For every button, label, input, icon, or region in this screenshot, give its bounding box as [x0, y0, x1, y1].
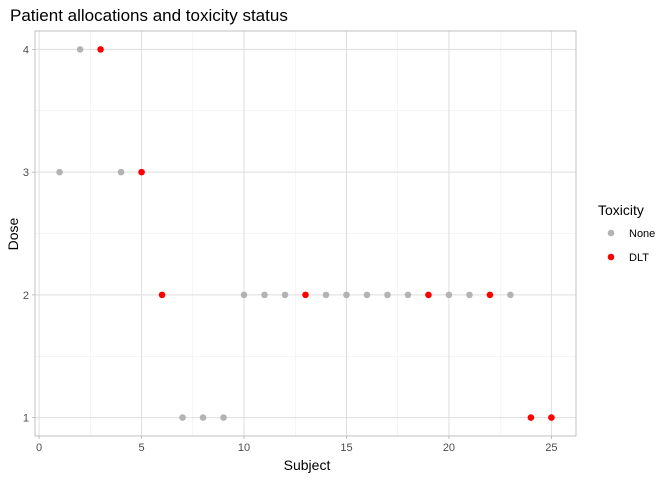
- dlt-point: [97, 46, 104, 53]
- none-point: [404, 291, 412, 299]
- x-tick-label: 25: [545, 442, 557, 454]
- dlt-point: [158, 291, 166, 299]
- none-point: [507, 291, 514, 299]
- none-point: [220, 414, 227, 421]
- none-point: [281, 291, 289, 299]
- none-point: [76, 46, 84, 53]
- data-points: [56, 46, 555, 421]
- panel-border: [34, 30, 577, 437]
- x-tick-label: 10: [238, 442, 250, 454]
- y-tick-label: 1: [23, 413, 29, 425]
- none-point: [117, 168, 125, 176]
- none-point: [343, 291, 350, 299]
- legend-label-none: None: [629, 228, 655, 240]
- y-axis-title: Dose: [5, 217, 21, 250]
- dlt-point: [138, 168, 145, 176]
- grid-lines: [35, 31, 576, 436]
- x-tick-label: 15: [340, 442, 352, 454]
- y-tick-label: 2: [23, 290, 29, 302]
- none-point: [363, 291, 371, 299]
- legend-title: Toxicity: [598, 202, 644, 218]
- dlt-point: [527, 414, 535, 421]
- axis-ticks: 0 5 10 15 20 25 1 2 3 4: [23, 44, 558, 454]
- none-point: [240, 291, 248, 299]
- chart-title: Patient allocations and toxicity status: [10, 6, 288, 25]
- legend-label-dlt: DLT: [629, 252, 649, 264]
- dlt-point: [486, 291, 494, 299]
- x-axis-title: Subject: [284, 457, 331, 473]
- dlt-point: [548, 414, 555, 421]
- dlt-point: [425, 291, 432, 299]
- none-point: [56, 168, 63, 176]
- none-point: [261, 291, 268, 299]
- none-point: [199, 414, 207, 421]
- x-tick-label: 5: [138, 442, 144, 454]
- y-tick-label: 4: [23, 44, 29, 56]
- none-point: [466, 291, 473, 299]
- y-tick-label: 3: [23, 167, 29, 179]
- dlt-point: [302, 291, 309, 299]
- none-point: [384, 291, 391, 299]
- legend: Toxicity None DLT: [598, 202, 655, 264]
- x-tick-label: 20: [443, 442, 455, 454]
- legend-key-none: [607, 229, 615, 237]
- none-point: [445, 291, 453, 299]
- none-point: [179, 414, 186, 421]
- x-tick-label: 0: [36, 442, 42, 454]
- legend-key-dlt: [607, 253, 615, 261]
- none-point: [322, 291, 330, 299]
